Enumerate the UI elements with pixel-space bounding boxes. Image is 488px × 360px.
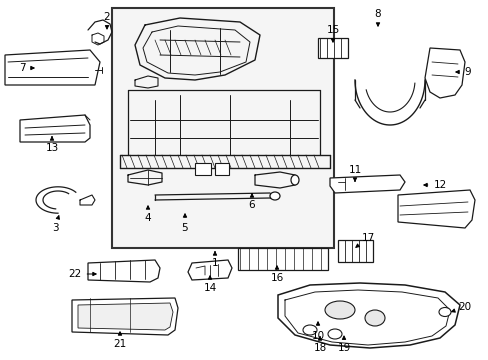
Text: 3: 3 (52, 216, 60, 233)
Text: 1: 1 (211, 252, 218, 268)
Bar (195, 163, 210, 175)
Text: 14: 14 (203, 276, 216, 293)
Bar (112, 8, 333, 248)
Ellipse shape (364, 310, 384, 326)
Ellipse shape (325, 301, 354, 319)
Text: 9: 9 (455, 67, 470, 77)
Polygon shape (397, 190, 474, 228)
Ellipse shape (303, 325, 316, 335)
Text: 6: 6 (248, 194, 255, 210)
Polygon shape (5, 50, 100, 85)
Ellipse shape (269, 192, 280, 200)
Bar (337, 240, 372, 262)
Bar (215, 163, 228, 175)
Text: 22: 22 (68, 269, 96, 279)
Text: 10: 10 (311, 322, 324, 341)
Polygon shape (78, 303, 173, 330)
Text: 8: 8 (374, 9, 381, 26)
Polygon shape (72, 298, 178, 335)
Text: 5: 5 (182, 214, 188, 233)
Text: 20: 20 (451, 302, 470, 312)
Polygon shape (424, 48, 464, 98)
Polygon shape (278, 283, 459, 348)
Text: 13: 13 (45, 137, 59, 153)
Ellipse shape (290, 175, 298, 185)
Polygon shape (329, 175, 404, 193)
Polygon shape (88, 260, 160, 282)
Text: 16: 16 (270, 266, 283, 283)
Text: 11: 11 (347, 165, 361, 181)
Text: 4: 4 (144, 206, 151, 223)
Text: 12: 12 (423, 180, 446, 190)
Bar (238, 248, 327, 270)
Polygon shape (20, 115, 90, 142)
Text: 18: 18 (313, 337, 326, 353)
Text: 2: 2 (103, 12, 110, 29)
Text: 19: 19 (337, 336, 350, 353)
Ellipse shape (327, 329, 341, 339)
Polygon shape (187, 260, 231, 280)
Ellipse shape (438, 307, 450, 316)
Text: 17: 17 (355, 233, 374, 247)
Text: 7: 7 (19, 63, 34, 73)
Bar (317, 38, 347, 58)
Text: 21: 21 (113, 332, 126, 349)
Text: 15: 15 (325, 25, 339, 42)
